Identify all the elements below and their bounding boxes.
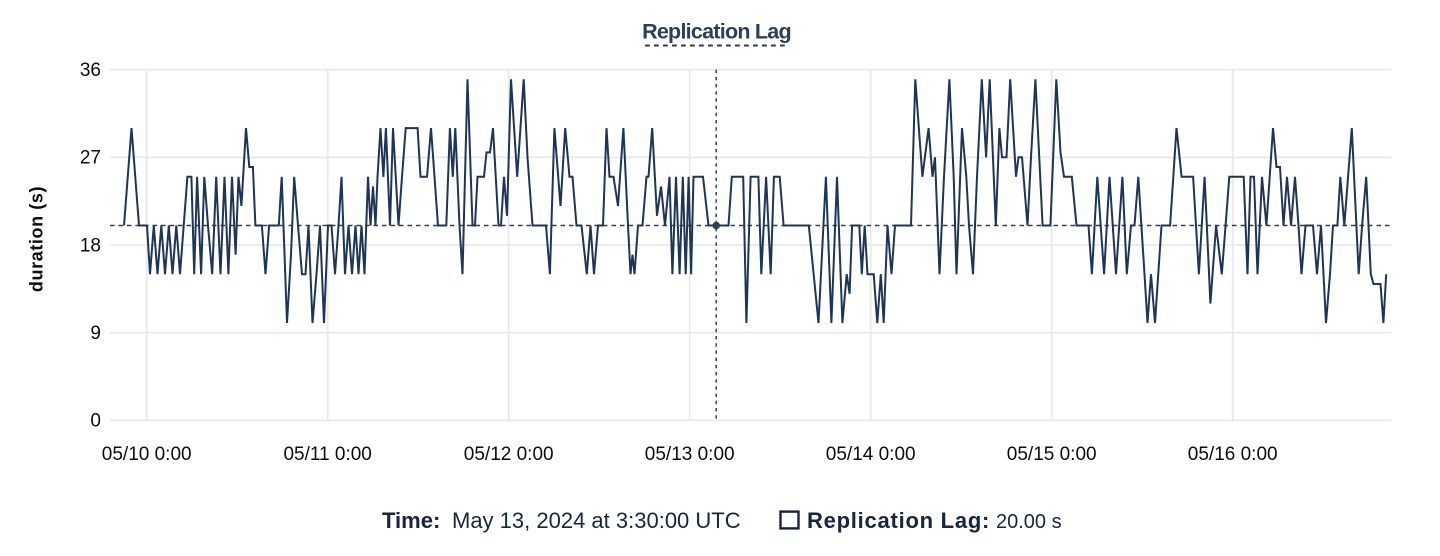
svg-text:9: 9 [90, 323, 101, 344]
svg-text:05/15 0:00: 05/15 0:00 [1007, 444, 1097, 465]
svg-text:36: 36 [80, 60, 101, 81]
svg-text:05/13 0:00: 05/13 0:00 [645, 444, 735, 465]
svg-text:20.00 s: 20.00 s [996, 511, 1062, 533]
svg-text:May 13, 2024 at 3:30:00 UTC: May 13, 2024 at 3:30:00 UTC [452, 508, 741, 533]
svg-text:05/14 0:00: 05/14 0:00 [826, 444, 916, 465]
svg-text:05/11 0:00: 05/11 0:00 [283, 444, 371, 465]
svg-text:05/12 0:00: 05/12 0:00 [464, 444, 554, 465]
svg-text:18: 18 [80, 235, 101, 256]
svg-text:Replication Lag: Replication Lag [642, 20, 791, 44]
svg-text:05/16 0:00: 05/16 0:00 [1188, 444, 1278, 465]
svg-text:Time:: Time: [382, 508, 440, 533]
svg-text:duration (s): duration (s) [27, 186, 47, 292]
svg-text:05/10 0:00: 05/10 0:00 [102, 444, 192, 465]
svg-text:0: 0 [90, 411, 101, 432]
svg-text:27: 27 [80, 148, 101, 169]
svg-text:Replication Lag:: Replication Lag: [807, 508, 990, 533]
